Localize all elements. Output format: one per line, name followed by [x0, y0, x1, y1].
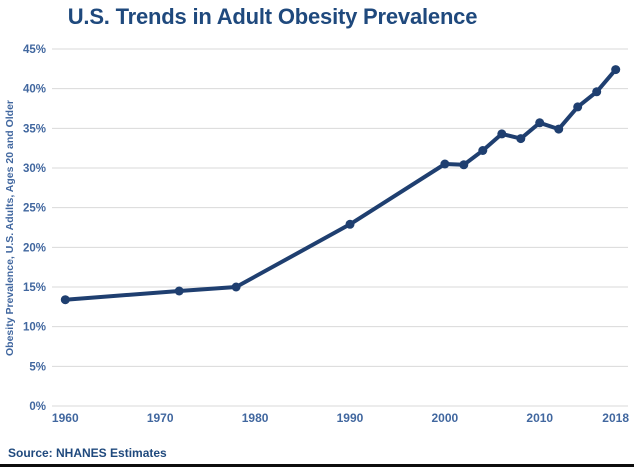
- source-note: Source: NHANES Estimates: [8, 446, 167, 460]
- data-point: [592, 87, 602, 97]
- y-tick-label: 35%: [23, 123, 46, 135]
- x-tick-label: 2018: [602, 411, 629, 425]
- data-point: [231, 282, 241, 292]
- y-tick-label: 20%: [23, 242, 46, 254]
- y-tick-label: 45%: [23, 44, 46, 56]
- data-point: [516, 134, 526, 144]
- y-tick-label: 0%: [29, 401, 46, 413]
- data-point: [60, 295, 70, 305]
- data-point: [497, 129, 507, 139]
- data-point: [440, 159, 450, 169]
- x-tick-label: 1970: [147, 411, 174, 425]
- data-point: [478, 146, 488, 155]
- data-point: [573, 102, 583, 112]
- x-tick-label: 1960: [52, 411, 79, 425]
- y-tick-label: 5%: [29, 361, 46, 373]
- y-tick-label: 30%: [23, 163, 46, 175]
- x-tick-label: 1980: [242, 411, 269, 425]
- y-axis-title: Obesity Prevalence, U.S. Adults, Ages 20…: [4, 100, 16, 356]
- chart-title: U.S. Trends in Adult Obesity Prevalence: [67, 4, 478, 29]
- trend-line: [63, 67, 618, 302]
- y-tick-label: 40%: [23, 84, 46, 96]
- data-point: [345, 219, 355, 229]
- x-tick-label: 2010: [526, 411, 553, 425]
- x-tick-label: 2000: [432, 411, 459, 425]
- data-point: [459, 160, 469, 170]
- data-point: [554, 124, 564, 134]
- data-point: [174, 286, 184, 296]
- data-point: [611, 65, 621, 75]
- bottom-divider: [0, 464, 634, 467]
- data-point: [535, 118, 545, 128]
- y-tick-label: 15%: [23, 282, 46, 294]
- y-tick-label: 25%: [23, 203, 46, 215]
- x-tick-label: 1990: [337, 411, 364, 425]
- y-tick-label: 10%: [23, 322, 46, 334]
